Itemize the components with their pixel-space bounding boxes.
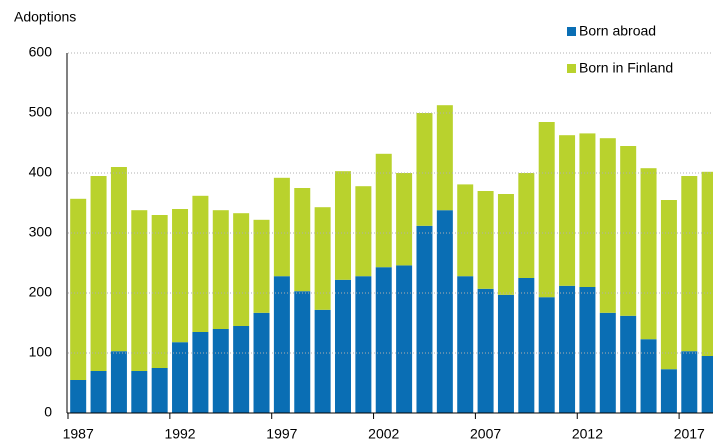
y-tick-label: 400 <box>29 164 53 180</box>
y-tick-label: 600 <box>29 44 53 60</box>
y-tick-label: 500 <box>29 104 53 120</box>
bar-segment <box>436 210 453 413</box>
y-tick-label: 200 <box>29 284 53 300</box>
bar-segment <box>681 351 698 413</box>
plot-area <box>70 105 713 413</box>
x-tick-label: 1997 <box>266 426 297 442</box>
y-tick-label: 0 <box>44 404 52 420</box>
y-axis-title: Adoptions <box>14 9 76 25</box>
y-tick-label: 300 <box>29 224 53 240</box>
bar-segment <box>457 184 474 277</box>
bar-segment <box>559 285 576 413</box>
bar-segment <box>538 122 555 298</box>
bar-segment <box>599 312 616 413</box>
bar-segment <box>579 287 596 413</box>
bar-segment <box>640 168 657 340</box>
bar-segment <box>192 332 209 413</box>
bar-segment <box>477 191 494 289</box>
bar-segment <box>90 176 107 371</box>
bar-segment <box>640 339 657 413</box>
bar-segment <box>273 177 290 277</box>
x-tick-label: 2017 <box>674 426 705 442</box>
bar-segment <box>172 342 189 413</box>
bar-segment <box>233 213 250 326</box>
bar-segment <box>436 105 453 211</box>
x-tick-label: 1987 <box>63 426 94 442</box>
bar-segment <box>172 209 189 343</box>
bar-segment <box>253 312 270 413</box>
bar-segment <box>518 278 535 413</box>
bar-segment <box>518 173 535 278</box>
bar-segment <box>131 210 148 371</box>
bar-segment <box>314 309 331 413</box>
bar-segment <box>273 276 290 413</box>
bar-segment <box>334 279 351 413</box>
bar-segment <box>110 351 127 413</box>
bar-segment <box>660 200 677 370</box>
bar-segment <box>620 315 637 413</box>
bar-segment <box>192 195 209 332</box>
bar-segment <box>253 219 270 313</box>
x-tick-label: 1992 <box>164 426 195 442</box>
bar-segment <box>660 369 677 413</box>
bar-segment <box>233 326 250 413</box>
bar-segment <box>579 133 596 287</box>
bar-segment <box>497 294 514 413</box>
bar-segment <box>701 356 713 413</box>
legend-swatch <box>567 64 576 73</box>
bar-segment <box>294 188 311 292</box>
bar-segment <box>375 267 392 413</box>
bar-segment <box>701 171 713 356</box>
bar-segment <box>151 215 168 368</box>
bar-segment <box>314 207 331 310</box>
x-tick-label: 2007 <box>470 426 501 442</box>
bar-segment <box>355 186 372 277</box>
x-tick-label: 2012 <box>572 426 603 442</box>
bar-segment <box>70 380 87 413</box>
bar-segment <box>599 138 616 313</box>
legend-swatch <box>567 27 576 36</box>
bar-segment <box>151 368 168 413</box>
bar-segment <box>497 194 514 295</box>
bar-segment <box>396 265 413 413</box>
bar-segment <box>131 371 148 413</box>
bar-segment <box>416 225 433 413</box>
bar-segment <box>416 113 433 226</box>
bar-segment <box>538 297 555 413</box>
bar-segment <box>355 276 372 413</box>
bar-segment <box>294 291 311 413</box>
bar-segment <box>559 135 576 286</box>
bar-segment <box>620 146 637 316</box>
legend-label: Born in Finland <box>579 60 673 76</box>
bar-segment <box>110 167 127 352</box>
y-tick-label: 100 <box>29 344 53 360</box>
bar-segment <box>90 371 107 413</box>
bar-segment <box>334 171 351 280</box>
bar-segment <box>396 173 413 266</box>
x-tick-label: 2002 <box>368 426 399 442</box>
bar-segment <box>457 276 474 413</box>
bar-segment <box>212 210 229 329</box>
bar-segment <box>212 329 229 413</box>
bar-segment <box>375 153 392 268</box>
legend-label: Born abroad <box>579 23 656 39</box>
bar-segment <box>681 176 698 352</box>
bar-segment <box>70 198 87 380</box>
bar-segment <box>477 288 494 413</box>
